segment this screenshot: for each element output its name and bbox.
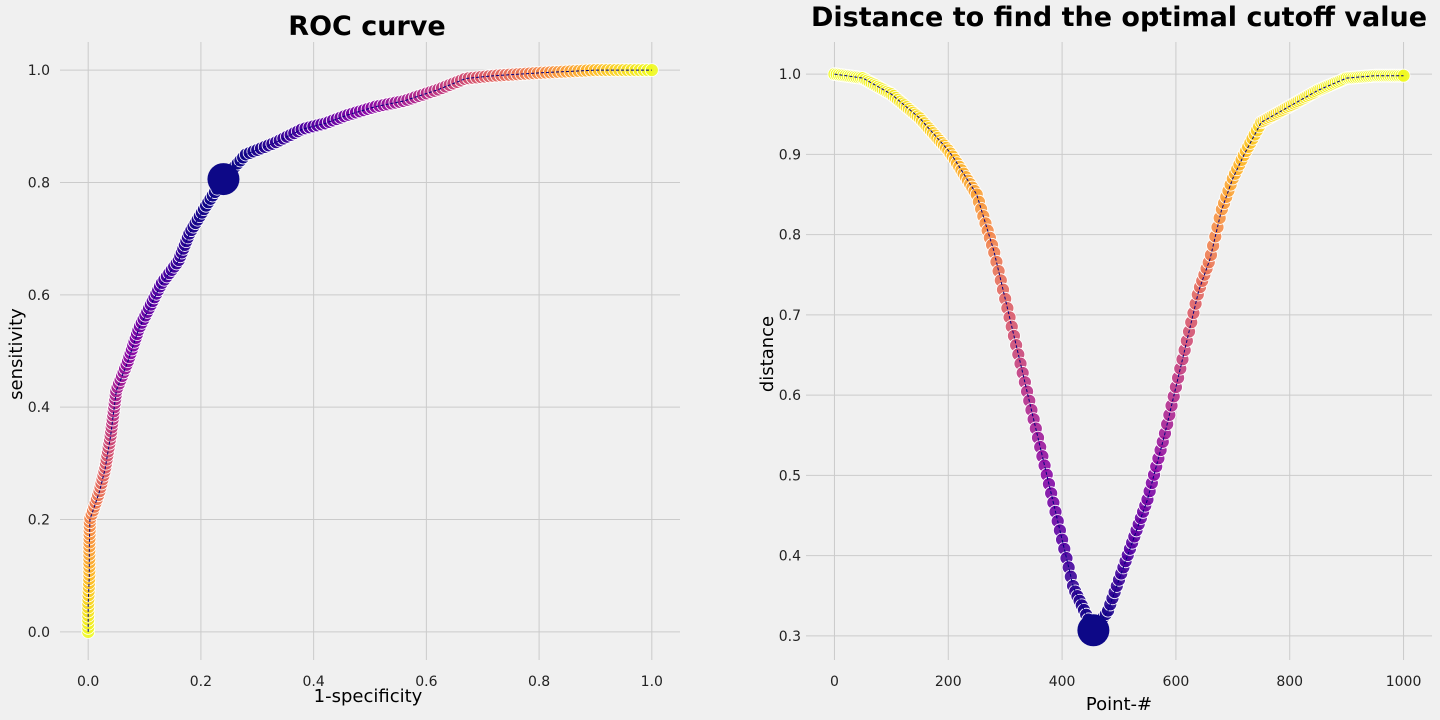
distance-y-tick-label: 0.7 [779, 308, 801, 324]
distance-optimal-point [1077, 614, 1110, 647]
roc-x-tick-label: 0.0 [77, 674, 99, 690]
distance-y-tick-label: 0.5 [779, 468, 801, 484]
distance-chart-title: Distance to find the optimal cutoff valu… [811, 2, 1427, 33]
distance-x-tick-label: 1000 [1386, 674, 1422, 690]
distance-x-tick-label: 200 [935, 674, 962, 690]
roc-chart: ROC curve 0.0 0.2 0.4 0.6 0.8 1.0 0.0 0.2 0.4 0.6… [6, 11, 680, 707]
distance-x-tick-label: 800 [1276, 674, 1303, 690]
roc-plot-area: 0.0 0.2 0.4 0.6 0.8 1.0 0.0 0.2 0.4 0.6 0.8 1.0 [28, 42, 680, 690]
roc-x-tick-label: 0.8 [528, 674, 550, 690]
roc-optimal-point [207, 163, 240, 196]
distance-y-tick-label: 0.6 [779, 388, 801, 404]
roc-y-tick-label: 0.8 [28, 175, 50, 191]
roc-y-tick-label: 1.0 [28, 63, 50, 79]
roc-y-tick-label: 0.4 [28, 400, 50, 416]
roc-x-tick-label: 1.0 [641, 674, 663, 690]
distance-chart: Distance to find the optimal cutoff valu… [757, 2, 1432, 715]
roc-y-axis-label: sensitivity [6, 308, 27, 400]
roc-y-tick-label: 0.0 [28, 625, 50, 641]
distance-y-tick-label: 0.8 [779, 228, 801, 244]
distance-y-tick-label: 0.4 [779, 549, 801, 565]
distance-series-line [834, 73, 1404, 632]
distance-x-axis-label: Point-# [1086, 694, 1152, 715]
roc-x-tick-label: 0.6 [415, 674, 437, 690]
roc-chart-title: ROC curve [288, 11, 445, 42]
distance-y-tick-label: 1.0 [779, 67, 801, 83]
roc-y-tick-label: 0.6 [28, 288, 50, 304]
distance-x-tick-label: 400 [1049, 674, 1076, 690]
distance-plot-area: 0 200 400 600 800 1000 0.3 0.4 0.5 0.6 0.7 0.8 0.9 1.… [779, 42, 1432, 690]
roc-x-tick-label: 0.2 [190, 674, 212, 690]
distance-y-tick-label: 0.9 [779, 147, 801, 163]
roc-series-line [87, 69, 652, 632]
distance-x-tick-label: 0 [830, 674, 839, 690]
distance-y-tick-label: 0.3 [779, 629, 801, 645]
roc-point [644, 63, 659, 77]
distance-y-axis-label: distance [757, 316, 778, 392]
roc-y-tick-label: 0.2 [28, 513, 50, 529]
distance-x-tick-label: 600 [1163, 674, 1190, 690]
roc-x-axis-label: 1-specificity [314, 686, 423, 707]
roc-x-tick-label: 0.4 [303, 674, 325, 690]
